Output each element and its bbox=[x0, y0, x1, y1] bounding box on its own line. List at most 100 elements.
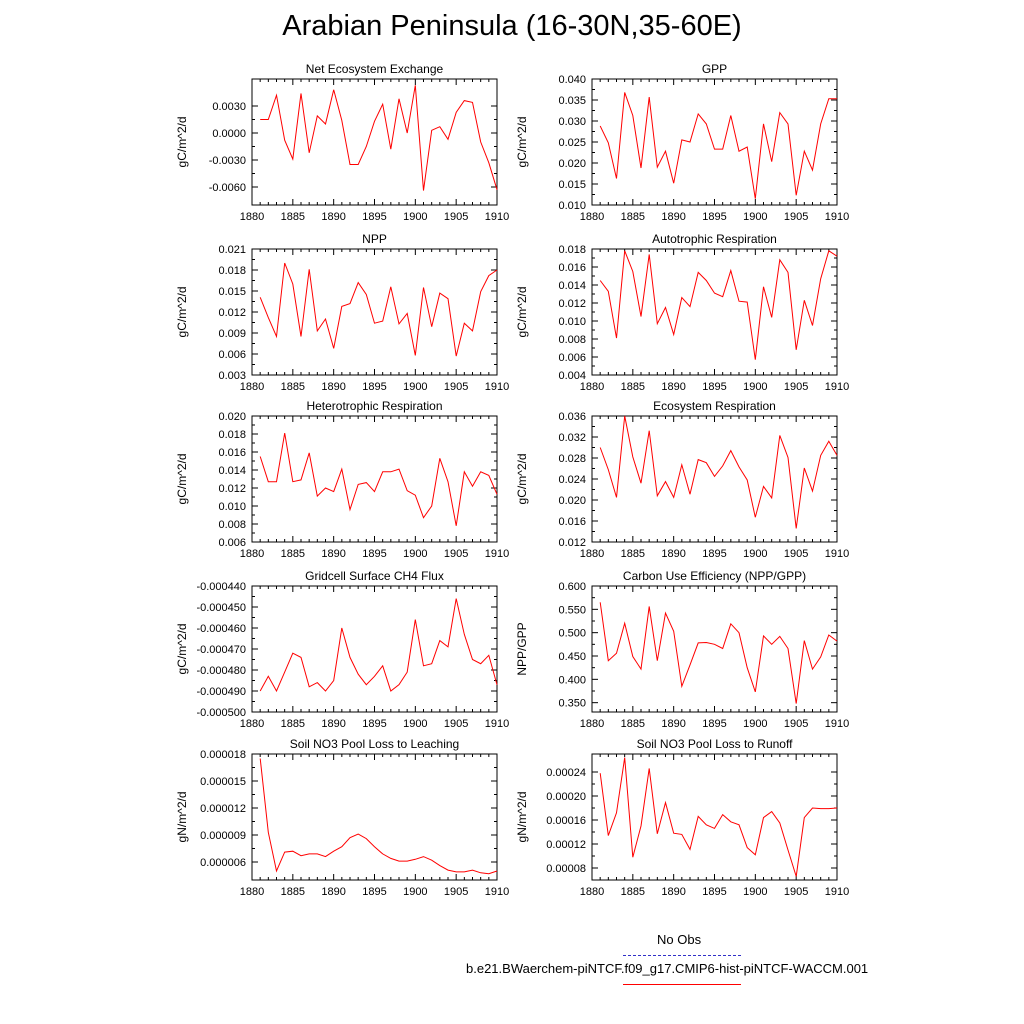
panel-title: Net Ecosystem Exchange bbox=[306, 62, 444, 76]
y-tick-label: 0.016 bbox=[558, 516, 586, 528]
panel-title: Soil NO3 Pool Loss to Runoff bbox=[637, 737, 794, 751]
y-tick-label: 0.500 bbox=[558, 628, 586, 640]
x-tick-label: 1885 bbox=[621, 718, 645, 730]
series-line bbox=[259, 598, 498, 693]
series-line bbox=[259, 262, 498, 357]
x-tick-label: 1895 bbox=[702, 718, 726, 730]
series-line bbox=[259, 433, 498, 526]
panel-6: Gridcell Surface CH4 Flux gC/m^2/d 1880 188… bbox=[175, 569, 509, 730]
x-tick-label: 1905 bbox=[444, 211, 468, 223]
series-line bbox=[260, 85, 498, 191]
legend-case-line bbox=[623, 984, 741, 985]
x-tick-label: 1905 bbox=[784, 381, 808, 393]
plot-frame bbox=[251, 585, 498, 713]
x-tick-label: 1890 bbox=[661, 548, 685, 560]
x-tick-label: 1900 bbox=[743, 886, 767, 898]
y-axis-label: gN/m^2/d bbox=[515, 792, 529, 843]
y-axis-label: NPP/GPP bbox=[515, 622, 529, 675]
y-axis-label: gC/m^2/d bbox=[515, 287, 529, 338]
x-tick-label: 1900 bbox=[403, 381, 427, 393]
x-tick-label: 1905 bbox=[784, 548, 808, 560]
y-tick-label: 0.020 bbox=[218, 411, 246, 423]
x-tick-label: 1885 bbox=[281, 211, 305, 223]
x-tick-label: 1905 bbox=[784, 718, 808, 730]
x-tick-label: 1910 bbox=[485, 211, 509, 223]
panel-title: Autotrophic Respiration bbox=[652, 232, 777, 246]
y-tick-label: 0.028 bbox=[558, 453, 586, 465]
y-tick-label: 0.0030 bbox=[212, 101, 246, 113]
y-tick-label: 0.036 bbox=[558, 411, 586, 423]
panel-title: GPP bbox=[702, 62, 727, 76]
x-tick-label: 1895 bbox=[362, 211, 386, 223]
x-tick-label: 1910 bbox=[485, 886, 509, 898]
y-tick-label: 0.000009 bbox=[200, 830, 246, 842]
y-tick-label: 0.012 bbox=[558, 537, 586, 549]
x-tick-label: 1895 bbox=[362, 381, 386, 393]
y-tick-label: 0.000018 bbox=[200, 749, 246, 761]
y-tick-label: 0.010 bbox=[558, 316, 586, 328]
y-tick-label: 0.021 bbox=[218, 244, 246, 256]
y-axis-label: gC/m^2/d bbox=[175, 287, 189, 338]
y-tick-label: 0.00008 bbox=[546, 863, 586, 875]
plot-frame bbox=[251, 78, 498, 206]
y-axis-label: gC/m^2/d bbox=[175, 117, 189, 168]
x-tick-label: 1895 bbox=[362, 718, 386, 730]
panel-1: GPP gC/m^2/d 1880 1885 1890 1895 1900 1905 1910 0… bbox=[515, 62, 849, 223]
legend-obs-label: No Obs bbox=[657, 932, 702, 947]
plot-frame bbox=[251, 248, 498, 376]
y-axis-label: gC/m^2/d bbox=[515, 454, 529, 505]
panel-title: Carbon Use Efficiency (NPP/GPP) bbox=[623, 569, 806, 583]
y-axis-label: gC/m^2/d bbox=[515, 117, 529, 168]
y-tick-label: 0.000012 bbox=[200, 803, 246, 815]
plot-frame bbox=[591, 248, 838, 376]
y-tick-label: 0.008 bbox=[218, 519, 246, 531]
x-tick-label: 1900 bbox=[403, 211, 427, 223]
x-tick-label: 1895 bbox=[702, 886, 726, 898]
x-tick-label: 1910 bbox=[485, 718, 509, 730]
y-tick-label: 0.008 bbox=[558, 334, 586, 346]
y-tick-label: 0.450 bbox=[558, 651, 586, 663]
panel-title: Soil NO3 Pool Loss to Leaching bbox=[290, 737, 459, 751]
x-tick-label: 1885 bbox=[281, 886, 305, 898]
y-tick-label: -0.000460 bbox=[196, 623, 246, 635]
panel-title: Heterotrophic Respiration bbox=[306, 399, 442, 413]
x-tick-label: 1880 bbox=[240, 718, 264, 730]
x-tick-label: 1880 bbox=[580, 381, 604, 393]
panel-title: Ecosystem Respiration bbox=[653, 399, 776, 413]
x-tick-label: 1910 bbox=[485, 381, 509, 393]
y-tick-label: 0.014 bbox=[558, 280, 586, 292]
y-tick-label: -0.000480 bbox=[196, 665, 246, 677]
y-tick-label: 0.600 bbox=[558, 581, 586, 593]
x-tick-label: 1885 bbox=[281, 548, 305, 560]
x-tick-label: 1905 bbox=[444, 381, 468, 393]
x-tick-label: 1910 bbox=[825, 718, 849, 730]
series-line bbox=[599, 757, 838, 877]
x-tick-label: 1895 bbox=[362, 548, 386, 560]
y-tick-label: -0.0060 bbox=[209, 182, 246, 194]
y-tick-label: 0.012 bbox=[218, 307, 246, 319]
legend-obs-line bbox=[623, 955, 741, 956]
y-tick-label: -0.000450 bbox=[196, 602, 246, 614]
x-tick-label: 1880 bbox=[580, 886, 604, 898]
x-tick-label: 1900 bbox=[743, 381, 767, 393]
y-tick-label: 0.00024 bbox=[546, 767, 586, 779]
panel-3: Autotrophic Respiration gC/m^2/d 1880 1885 1… bbox=[515, 232, 849, 393]
series-line bbox=[599, 250, 838, 360]
y-tick-label: -0.000440 bbox=[196, 581, 246, 593]
y-tick-label: 0.016 bbox=[558, 262, 586, 274]
series-line bbox=[599, 602, 838, 704]
panel-5: Ecosystem Respiration gC/m^2/d 1880 1885 189… bbox=[515, 399, 849, 560]
panel-0: Net Ecosystem Exchange gC/m^2/d 1880 1885 18… bbox=[175, 62, 509, 223]
y-tick-label: 0.006 bbox=[218, 537, 246, 549]
panel-title: NPP bbox=[362, 232, 387, 246]
y-tick-label: 0.003 bbox=[218, 370, 246, 382]
x-tick-label: 1880 bbox=[240, 211, 264, 223]
y-tick-label: 0.000015 bbox=[200, 776, 246, 788]
y-tick-label: 0.006 bbox=[218, 349, 246, 361]
x-tick-label: 1905 bbox=[444, 548, 468, 560]
y-tick-label: 0.010 bbox=[558, 200, 586, 212]
y-tick-label: -0.000500 bbox=[196, 707, 246, 719]
y-tick-label: 0.030 bbox=[558, 116, 586, 128]
x-tick-label: 1890 bbox=[661, 718, 685, 730]
x-tick-label: 1900 bbox=[403, 548, 427, 560]
